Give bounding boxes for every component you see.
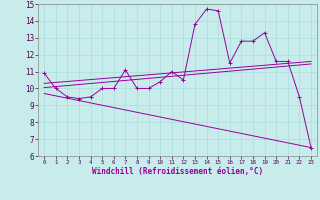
- X-axis label: Windchill (Refroidissement éolien,°C): Windchill (Refroidissement éolien,°C): [92, 167, 263, 176]
